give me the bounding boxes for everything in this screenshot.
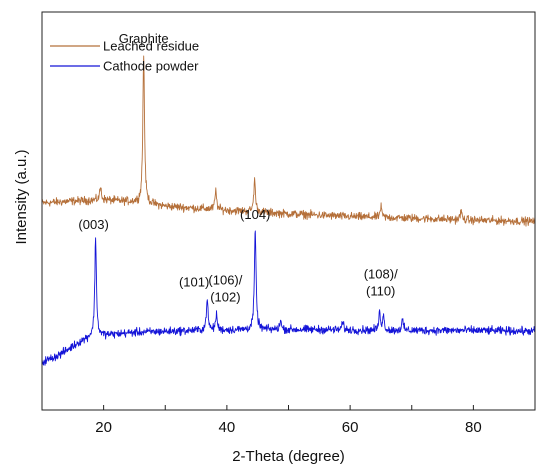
peak-label-line: (003) xyxy=(78,217,108,232)
peak-label-106-102: (106)/ (102) xyxy=(208,272,242,304)
x-axis: 20 40 60 80 xyxy=(41,405,536,436)
x-tick-label: 60 xyxy=(342,419,359,436)
peak-label-line: (106)/ xyxy=(208,272,242,287)
peak-label-line: (110) xyxy=(366,283,395,298)
legend-label-cathode-powder: Cathode powder xyxy=(103,59,199,74)
peak-label-108-110: (108)/ (110) xyxy=(364,266,398,298)
series-line-cathode-powder xyxy=(41,230,536,366)
peak-label-graphite: Graphite xyxy=(119,31,169,46)
series-line-leached-residue xyxy=(41,55,536,227)
plot-area xyxy=(41,55,536,366)
peak-label-line: Graphite xyxy=(119,31,169,46)
peak-label-line: (102) xyxy=(210,289,240,304)
x-tick-label: 40 xyxy=(219,419,236,436)
peak-label-line: (101) xyxy=(179,275,209,290)
peak-labels: Graphite (003) (101) (106)/ (102) (104) (108)/… xyxy=(78,31,398,305)
legend: Leached residue Cathode powder xyxy=(50,39,199,74)
legend-label-leached-residue: Leached residue xyxy=(103,39,199,54)
x-axis-label: 2-Theta (degree) xyxy=(232,448,345,465)
peak-label-line: (108)/ xyxy=(364,266,398,281)
peak-label-104: (104) xyxy=(240,207,270,222)
peak-label-line: (104) xyxy=(240,207,270,222)
peak-label-003: (003) xyxy=(78,217,108,232)
x-tick-label: 20 xyxy=(95,419,112,436)
peak-label-101: (101) xyxy=(179,275,209,290)
x-tick-label: 80 xyxy=(465,419,482,436)
y-axis-label: Intensity (a.u.) xyxy=(13,149,30,244)
